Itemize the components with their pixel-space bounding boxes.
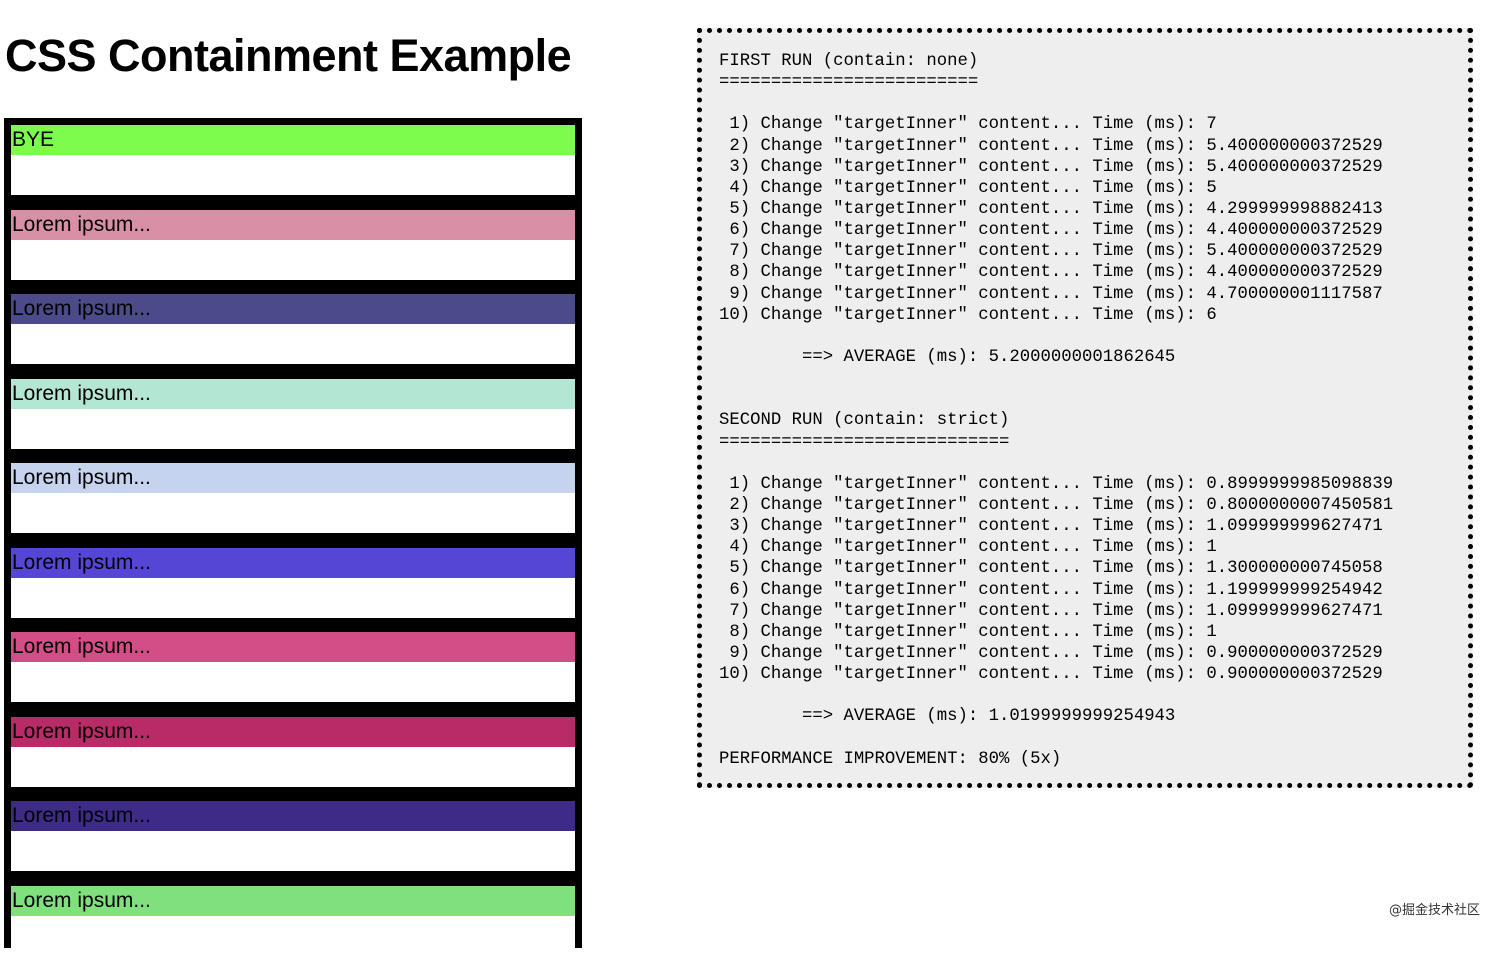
log-line: 3) Change "targetInner" content... Time … <box>719 517 1383 537</box>
list-item: Lorem ipsum... <box>11 885 575 956</box>
log-line: 9) Change "targetInner" content... Time … <box>719 284 1383 304</box>
log-line: ==> AVERAGE (ms): 1.0199999999254943 <box>719 707 1176 727</box>
watermark: @掘金技术社区 <box>1388 903 1480 918</box>
log-line: 8) Change "targetInner" content... Time … <box>719 263 1383 283</box>
log-line <box>719 453 1468 474</box>
list-item: Lorem ipsum... <box>11 716 575 787</box>
log-line: 4) Change "targetInner" content... Time … <box>719 178 1217 198</box>
log-output-panel: FIRST RUN (contain: none) ===============… <box>697 28 1473 788</box>
log-line: 2) Change "targetInner" content... Time … <box>719 495 1394 515</box>
log-line: 5) Change "targetInner" content... Time … <box>719 199 1383 219</box>
item-header: Lorem ipsum... <box>11 801 575 831</box>
items-container: BYE Lorem ipsum... Lorem ipsum... Lorem … <box>4 118 582 956</box>
item-header: Lorem ipsum... <box>11 547 575 578</box>
log-line: 2) Change "targetInner" content... Time … <box>719 136 1383 156</box>
list-item: Lorem ipsum... <box>11 801 575 871</box>
log-line <box>719 93 1468 114</box>
log-line <box>719 389 1468 410</box>
item-header: Lorem ipsum... <box>11 632 575 662</box>
list-item: Lorem ipsum... <box>11 294 575 364</box>
log-line: ========================= <box>719 73 979 93</box>
item-header: Lorem ipsum... <box>11 209 575 240</box>
log-line <box>719 728 1468 749</box>
page-title: CSS Containment Example <box>5 30 572 81</box>
log-line: PERFORMANCE IMPROVEMENT: 80% (5x) <box>719 749 1062 769</box>
log-line: 1) Change "targetInner" content... Time … <box>719 474 1394 494</box>
list-item: Lorem ipsum... <box>11 209 575 280</box>
log-line: 4) Change "targetInner" content... Time … <box>719 538 1217 558</box>
list-item: Lorem ipsum... <box>11 632 575 702</box>
log-line: ============================ <box>719 432 1010 452</box>
log-line <box>719 685 1468 706</box>
item-header: Lorem ipsum... <box>11 716 575 747</box>
item-header: Lorem ipsum... <box>11 885 575 916</box>
item-header: BYE <box>11 125 575 155</box>
log-line: 7) Change "targetInner" content... Time … <box>719 601 1383 621</box>
log-line: ==> AVERAGE (ms): 5.2000000001862645 <box>719 347 1176 367</box>
log-line: FIRST RUN (contain: none) <box>719 52 979 71</box>
log-line <box>719 368 1468 389</box>
list-item: Lorem ipsum... <box>11 547 575 618</box>
item-header: Lorem ipsum... <box>11 378 575 409</box>
list-item: BYE <box>11 125 575 195</box>
list-item: Lorem ipsum... <box>11 463 575 533</box>
log-line: 6) Change "targetInner" content... Time … <box>719 221 1383 241</box>
log-line: 10) Change "targetInner" content... Time… <box>719 665 1383 685</box>
list-item: Lorem ipsum... <box>11 378 575 449</box>
log-line: 8) Change "targetInner" content... Time … <box>719 622 1217 642</box>
log-line: 7) Change "targetInner" content... Time … <box>719 242 1383 262</box>
item-header: Lorem ipsum... <box>11 294 575 324</box>
log-line: 3) Change "targetInner" content... Time … <box>719 157 1383 177</box>
log-line: 10) Change "targetInner" content... Time… <box>719 305 1217 325</box>
log-line: SECOND RUN (contain: strict) <box>719 411 1010 431</box>
log-line: 1) Change "targetInner" content... Time … <box>719 115 1217 135</box>
log-line <box>719 326 1468 347</box>
log-line: 5) Change "targetInner" content... Time … <box>719 559 1383 579</box>
item-header: Lorem ipsum... <box>11 463 575 493</box>
log-line: 6) Change "targetInner" content... Time … <box>719 580 1383 600</box>
log-line: 9) Change "targetInner" content... Time … <box>719 643 1383 663</box>
